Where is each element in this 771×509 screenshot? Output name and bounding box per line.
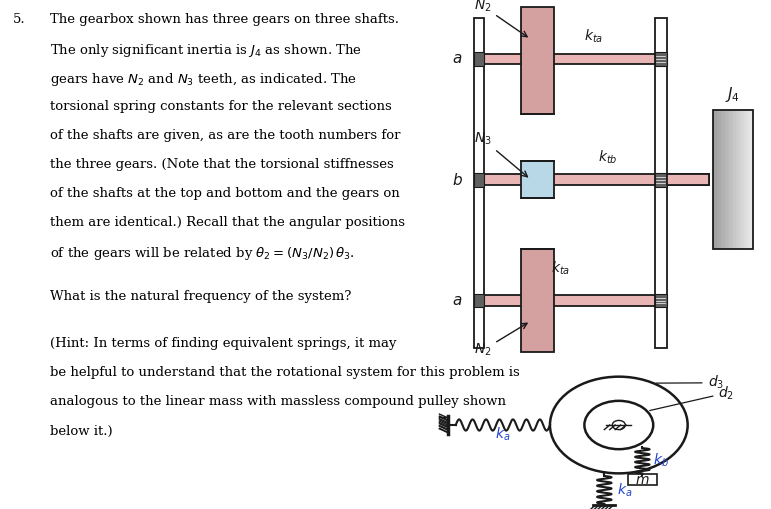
Text: $d_3$: $d_3$	[656, 374, 724, 391]
FancyBboxPatch shape	[724, 110, 726, 249]
FancyBboxPatch shape	[745, 110, 746, 249]
FancyBboxPatch shape	[484, 295, 662, 305]
Text: $k_{tb}$: $k_{tb}$	[598, 148, 618, 165]
Text: $k_{ta}$: $k_{ta}$	[584, 27, 603, 45]
Text: analogous to the linear mass with massless compound pulley shown: analogous to the linear mass with massle…	[50, 395, 506, 409]
FancyBboxPatch shape	[521, 161, 554, 198]
FancyBboxPatch shape	[521, 7, 554, 114]
FancyBboxPatch shape	[750, 110, 752, 249]
FancyBboxPatch shape	[715, 110, 717, 249]
Text: What is the natural frequency of the system?: What is the natural frequency of the sys…	[50, 290, 352, 303]
FancyBboxPatch shape	[739, 110, 741, 249]
Text: $k_b$: $k_b$	[653, 452, 669, 469]
FancyBboxPatch shape	[741, 110, 742, 249]
Text: $J_4$: $J_4$	[726, 85, 740, 104]
Text: below it.): below it.)	[50, 425, 113, 438]
Text: $a$: $a$	[453, 51, 463, 66]
FancyBboxPatch shape	[732, 110, 733, 249]
Text: The only significant inertia is $J_4$ as shown. The: The only significant inertia is $J_4$ as…	[50, 42, 362, 59]
FancyBboxPatch shape	[722, 110, 724, 249]
FancyBboxPatch shape	[667, 175, 709, 185]
Circle shape	[612, 420, 625, 430]
FancyBboxPatch shape	[655, 18, 667, 348]
Text: $N_2$: $N_2$	[474, 0, 527, 37]
FancyBboxPatch shape	[721, 110, 722, 249]
Text: $d_2$: $d_2$	[650, 384, 735, 411]
FancyBboxPatch shape	[628, 474, 657, 486]
FancyBboxPatch shape	[655, 52, 667, 66]
Text: torsional spring constants for the relevant sections: torsional spring constants for the relev…	[50, 100, 392, 113]
FancyBboxPatch shape	[719, 110, 722, 249]
Text: of the shafts at the top and bottom and the gears on: of the shafts at the top and bottom and …	[50, 187, 400, 200]
Text: The gearbox shown has three gears on three shafts.: The gearbox shown has three gears on thr…	[50, 13, 399, 26]
FancyBboxPatch shape	[737, 110, 739, 249]
FancyBboxPatch shape	[484, 175, 709, 185]
Text: $m$: $m$	[635, 473, 650, 487]
Text: them are identical.) Recall that the angular positions: them are identical.) Recall that the ang…	[50, 216, 405, 229]
Text: $k_a$: $k_a$	[617, 481, 632, 499]
FancyBboxPatch shape	[474, 18, 484, 348]
FancyBboxPatch shape	[521, 249, 554, 352]
FancyBboxPatch shape	[739, 110, 740, 249]
FancyBboxPatch shape	[484, 53, 662, 64]
FancyBboxPatch shape	[728, 110, 729, 249]
FancyBboxPatch shape	[736, 110, 737, 249]
FancyBboxPatch shape	[734, 110, 736, 249]
Text: $N_2$: $N_2$	[474, 323, 527, 358]
FancyBboxPatch shape	[717, 110, 719, 249]
Text: $k_{ta}$: $k_{ta}$	[551, 260, 571, 277]
Text: (Hint: In terms of finding equivalent springs, it may: (Hint: In terms of finding equivalent sp…	[50, 337, 396, 351]
FancyBboxPatch shape	[729, 110, 731, 249]
Text: $b$: $b$	[452, 172, 463, 188]
FancyBboxPatch shape	[730, 110, 732, 249]
FancyBboxPatch shape	[713, 110, 715, 249]
FancyBboxPatch shape	[655, 294, 667, 307]
FancyBboxPatch shape	[474, 173, 484, 186]
FancyBboxPatch shape	[655, 173, 667, 186]
FancyBboxPatch shape	[726, 110, 728, 249]
FancyBboxPatch shape	[742, 110, 744, 249]
FancyBboxPatch shape	[715, 110, 716, 249]
FancyBboxPatch shape	[749, 110, 751, 249]
Text: gears have $N_2$ and $N_3$ teeth, as indicated. The: gears have $N_2$ and $N_3$ teeth, as ind…	[50, 71, 357, 88]
FancyBboxPatch shape	[752, 110, 753, 249]
Text: 5.: 5.	[13, 13, 25, 26]
Text: of the gears will be related by $\theta_2 = (N_3/N_2)\,\theta_3$.: of the gears will be related by $\theta_…	[50, 245, 355, 262]
FancyBboxPatch shape	[719, 110, 720, 249]
FancyBboxPatch shape	[733, 110, 735, 249]
FancyBboxPatch shape	[746, 110, 748, 249]
Text: $k_a$: $k_a$	[495, 426, 510, 443]
Text: the three gears. (Note that the torsional stiffnesses: the three gears. (Note that the torsiona…	[50, 158, 394, 171]
FancyBboxPatch shape	[748, 110, 749, 249]
FancyBboxPatch shape	[725, 110, 727, 249]
Text: of the shafts are given, as are the tooth numbers for: of the shafts are given, as are the toot…	[50, 129, 401, 142]
Text: be helpful to understand that the rotational system for this problem is: be helpful to understand that the rotati…	[50, 366, 520, 380]
FancyBboxPatch shape	[474, 52, 484, 66]
FancyBboxPatch shape	[743, 110, 746, 249]
Text: $a$: $a$	[453, 294, 463, 307]
Text: $N_3$: $N_3$	[474, 131, 527, 177]
FancyBboxPatch shape	[474, 294, 484, 307]
